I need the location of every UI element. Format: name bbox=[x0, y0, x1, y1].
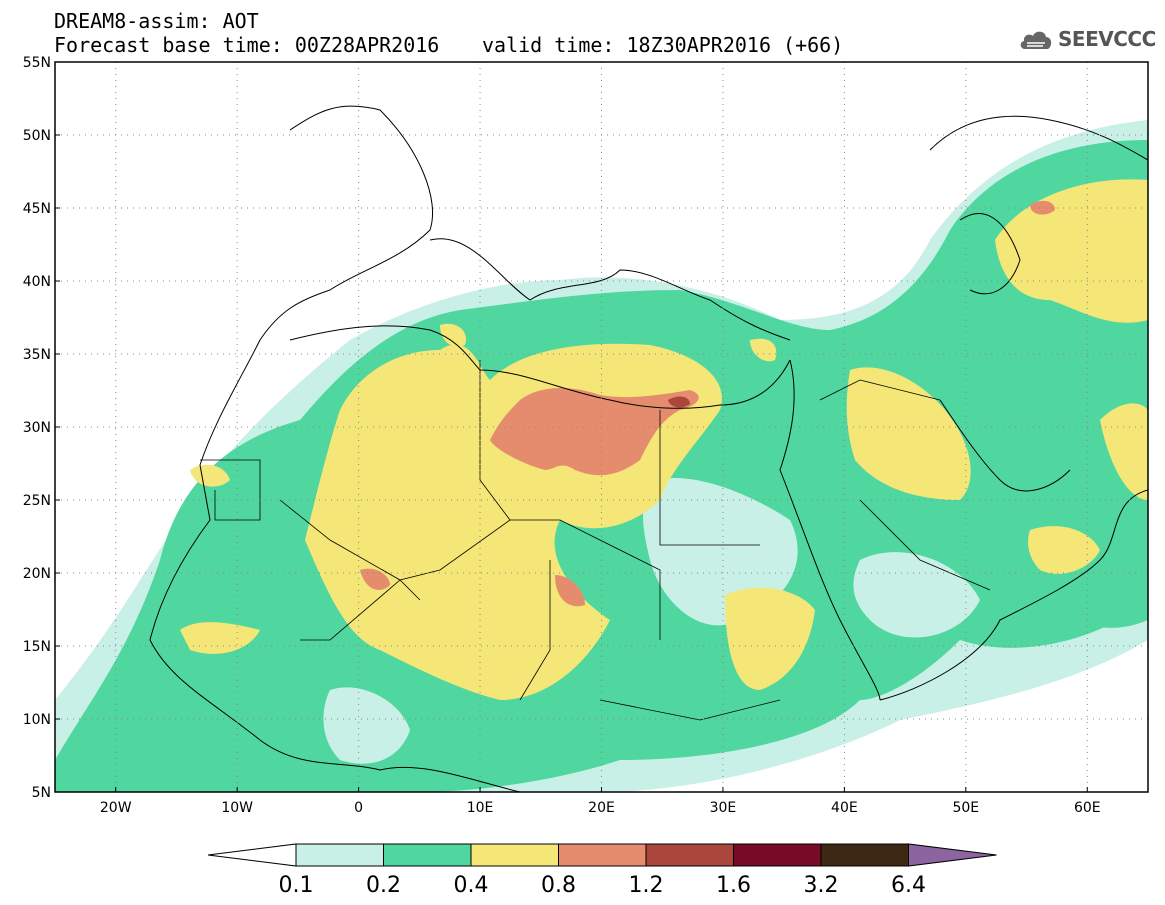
colorbar-label: 0.1 bbox=[279, 873, 314, 898]
lat-label: 5N bbox=[32, 785, 51, 801]
colorbar-label: 3.2 bbox=[804, 873, 839, 898]
seevccc-logo: SEEVCCC bbox=[1018, 26, 1156, 52]
lon-label: 40E bbox=[831, 800, 858, 816]
lon-label: 50E bbox=[952, 800, 979, 816]
lon-label: 30E bbox=[710, 800, 737, 816]
lat-label: 45N bbox=[23, 201, 51, 217]
lon-label: 10E bbox=[467, 800, 494, 816]
colorbar-box bbox=[383, 843, 472, 867]
map-grid bbox=[55, 62, 1148, 792]
valid-time: valid time: 18Z30APR2016 (+66) bbox=[482, 33, 844, 57]
lon-label: 60E bbox=[1074, 800, 1101, 816]
lon-label: 10W bbox=[221, 800, 253, 816]
lat-label: 15N bbox=[23, 639, 51, 655]
colorbar-label: 0.4 bbox=[454, 873, 489, 898]
colorbar-arrow-high bbox=[908, 843, 997, 867]
coastlines bbox=[149, 105, 1148, 792]
lat-label: 20N bbox=[23, 566, 51, 582]
lat-label: 55N bbox=[23, 55, 51, 71]
colorbar-box bbox=[733, 843, 822, 867]
map-title: DREAM8-assim: AOT bbox=[54, 9, 259, 33]
latitude-labels: 55N 50N 45N 40N 35N 30N 25N 20N 15N 10N 5N bbox=[23, 55, 60, 801]
colorbar-box bbox=[558, 843, 647, 867]
lat-label: 10N bbox=[23, 712, 51, 728]
colorbar-arrow-low bbox=[207, 843, 297, 867]
forecast-base-time: Forecast base time: 00Z28APR2016 bbox=[54, 33, 440, 57]
logo-text: SEEVCCC bbox=[1058, 27, 1156, 51]
colorbar-box bbox=[645, 843, 734, 867]
lon-label: 20W bbox=[100, 800, 132, 816]
aot-level-1.2 bbox=[668, 396, 690, 408]
longitude-labels: 20W 10W 0 10E 20E 30E 40E 50E 60E bbox=[100, 787, 1101, 816]
colorbar-label: 6.4 bbox=[891, 873, 926, 898]
cloud-logo-icon bbox=[1020, 31, 1052, 49]
lat-label: 25N bbox=[23, 493, 51, 509]
lat-label: 50N bbox=[23, 128, 51, 144]
lat-label: 30N bbox=[23, 420, 51, 436]
colorbar-box bbox=[820, 843, 909, 867]
lon-label: 0 bbox=[354, 800, 363, 816]
lat-label: 40N bbox=[23, 274, 51, 290]
lat-label: 35N bbox=[23, 347, 51, 363]
colorbar-label: 1.2 bbox=[629, 873, 664, 898]
colorbar-box bbox=[295, 843, 384, 867]
lon-label: 20E bbox=[588, 800, 615, 816]
colorbar-label: 0.2 bbox=[366, 873, 401, 898]
aot-level-0.8 bbox=[360, 200, 1055, 607]
colorbar-label: 0.8 bbox=[541, 873, 576, 898]
colorbar-label: 1.6 bbox=[716, 873, 751, 898]
colorbar-box bbox=[470, 843, 559, 867]
country-borders bbox=[200, 360, 991, 721]
